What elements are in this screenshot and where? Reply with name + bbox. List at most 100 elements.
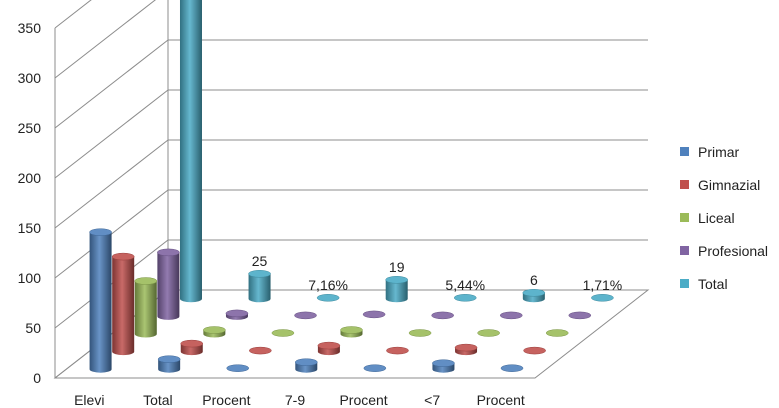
- bar-top: [134, 277, 158, 285]
- bar-top: [89, 228, 112, 236]
- bar-top: [294, 311, 317, 320]
- bar-top: [203, 326, 226, 334]
- side-wall-gridline: [54, 89, 169, 179]
- bar-profesional-1: [225, 309, 249, 320]
- bar-primar-0: [89, 228, 112, 373]
- data-label: 5,44%: [445, 277, 485, 293]
- bar-liceal-4: [408, 329, 432, 337]
- legend-swatch: [680, 246, 689, 255]
- bar-top: [454, 294, 477, 302]
- data-label: 7,16%: [308, 277, 348, 293]
- x-tick-label: Procent: [202, 392, 250, 408]
- bar-primar-6: [500, 364, 524, 372]
- bar-liceal-6: [545, 329, 569, 337]
- bar-total-3: [385, 276, 408, 303]
- legend-swatch: [680, 147, 689, 156]
- y-tick-label: 300: [18, 70, 42, 86]
- bar-gimnazial-2: [249, 346, 272, 355]
- chart-walls: [53, 0, 650, 379]
- bar-top: [248, 270, 271, 278]
- legend-label: Profesional: [698, 242, 769, 259]
- bar-top: [386, 346, 409, 355]
- bar-top: [499, 311, 523, 320]
- side-wall-gridline: [54, 139, 169, 229]
- bar-top: [340, 326, 363, 334]
- data-label: 25: [252, 253, 268, 269]
- legend-label: Total: [698, 275, 728, 292]
- bar-total-6: [591, 294, 614, 302]
- bar-top: [385, 276, 408, 284]
- bar-body: [89, 232, 112, 373]
- bar-top: [295, 358, 318, 366]
- bar-gimnazial-6: [523, 346, 546, 355]
- bar-body: [248, 273, 271, 303]
- bar-liceal-3: [340, 326, 363, 338]
- bar-top: [316, 294, 340, 302]
- bar-liceal-5: [477, 329, 500, 337]
- legend: Primar Gimnazial Liceal Profesional Total: [680, 135, 768, 300]
- bar-total-4: [454, 294, 477, 302]
- y-tick-label: 250: [18, 120, 42, 136]
- bar-total-5: [522, 289, 546, 303]
- bar-body: [179, 0, 202, 303]
- x-tick-label: Procent: [477, 392, 525, 408]
- legend-item-gimnazial: Gimnazial: [680, 168, 768, 201]
- legend-label: Liceal: [698, 209, 735, 226]
- bar-top: [500, 364, 524, 372]
- bar-top: [408, 329, 432, 337]
- bar-gimnazial-1: [180, 339, 204, 356]
- y-tick-label: 0: [33, 370, 41, 386]
- bar-liceal-2: [271, 329, 295, 337]
- bar-top: [363, 364, 387, 372]
- x-tick-label: <7: [424, 392, 440, 408]
- bar-body: [385, 279, 408, 303]
- bar-top: [180, 339, 204, 348]
- bar-top: [271, 329, 295, 337]
- legend-item-total: Total: [680, 267, 768, 300]
- bars: [89, 0, 614, 373]
- bar-top: [591, 294, 614, 302]
- bar-body: [157, 252, 180, 320]
- side-wall-gridline: [54, 0, 92, 29]
- bar-primar-4: [363, 364, 387, 372]
- bar-top: [568, 311, 592, 320]
- bar-top: [523, 346, 546, 355]
- legend-swatch: [680, 180, 689, 189]
- data-labels: 349257,16%195,44%61,71%: [252, 253, 622, 293]
- legend-item-profesional: Profesional: [680, 234, 768, 267]
- bar-gimnazial-5: [454, 343, 478, 356]
- bar-top: [111, 252, 135, 261]
- bar-primar-3: [295, 358, 318, 373]
- bar-top: [317, 341, 341, 350]
- bar-body: [112, 256, 135, 356]
- bar-top: [432, 359, 455, 367]
- side-wall-gridline: [54, 39, 169, 129]
- bar-top: [362, 310, 386, 319]
- x-tick-label: Total: [143, 392, 173, 408]
- y-tick-label: 150: [18, 220, 42, 236]
- bar-top: [477, 329, 500, 337]
- bar-liceal-0: [134, 277, 158, 338]
- bar-profesional-4: [431, 311, 454, 320]
- legend-label: Gimnazial: [698, 176, 761, 193]
- y-tick-label: 350: [18, 20, 42, 36]
- y-axis: 0 50 100 150 200 250 300 350: [18, 20, 42, 386]
- bar-body: [158, 359, 181, 373]
- bar-total-2: [316, 294, 340, 302]
- bar-profesional-5: [499, 311, 523, 320]
- bar-top: [545, 329, 569, 337]
- bar-profesional-0: [157, 248, 180, 320]
- bar-gimnazial-0: [111, 252, 135, 356]
- x-axis: Elevi Total Procent 7-9 Procent <7 Procent: [74, 392, 525, 408]
- bar-total-1: [248, 270, 271, 303]
- bar-gimnazial-3: [317, 341, 341, 356]
- bar-liceal-1: [203, 326, 226, 338]
- bar-top: [226, 364, 249, 372]
- legend-item-primar: Primar: [680, 135, 768, 168]
- bar-top: [157, 355, 181, 363]
- legend-item-liceal: Liceal: [680, 201, 768, 234]
- y-tick-label: 100: [18, 270, 42, 286]
- data-label: 6: [530, 272, 538, 288]
- bar-profesional-2: [294, 311, 317, 320]
